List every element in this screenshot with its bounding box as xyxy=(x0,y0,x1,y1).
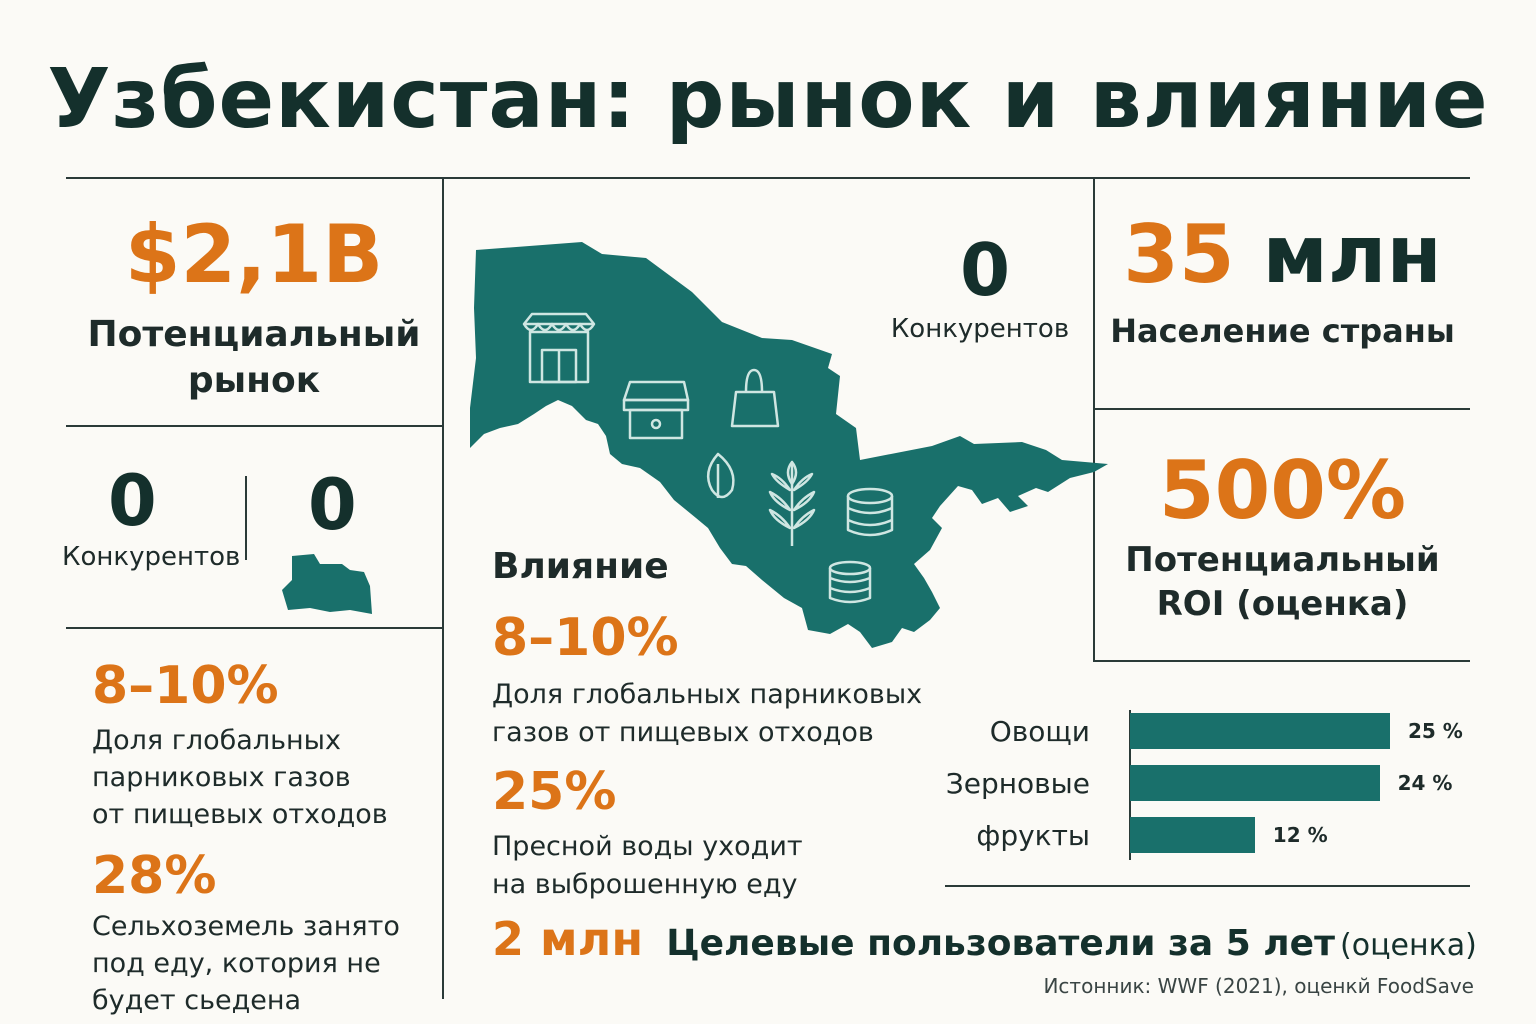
bar-value-label: 25 % xyxy=(1408,719,1463,743)
right-column-divider xyxy=(1093,177,1095,661)
wheat-icon xyxy=(768,460,816,546)
population-value: 35 млн xyxy=(1095,208,1470,301)
left-divider-2 xyxy=(66,627,444,629)
shop-icon xyxy=(622,380,690,440)
target-users-label: Целевые пользователи за 5 лет xyxy=(666,923,1335,964)
store-icon xyxy=(522,312,596,384)
source-note: Истонник: WWF (2021), оценкй FoodSave xyxy=(1043,974,1474,998)
roi-label: Потенциальный ROI (оценка) xyxy=(1095,538,1470,626)
left-stat-2-line1: Сельхоземель занято xyxy=(92,911,400,942)
left-stat-1-line2: парниковых газов xyxy=(92,762,351,793)
competitors-left-value: 0 xyxy=(108,460,157,542)
leaf-icon xyxy=(706,452,735,499)
population-number: 35 xyxy=(1123,208,1235,301)
market-label-line2: рынок xyxy=(187,360,321,401)
market-value: $2,1B xyxy=(124,208,384,301)
bar-1 xyxy=(1130,765,1380,801)
target-users: 2 млн Целевые пользователи за 5 лет (оце… xyxy=(492,912,1477,966)
bar-category-label: Зерновые xyxy=(945,767,1090,800)
bar-2 xyxy=(1130,817,1255,853)
left-stat-2-line2: под еду, котория не xyxy=(92,948,381,979)
competitors-center-label: Конкурентов xyxy=(890,314,1070,344)
competitors-center-value: 0 xyxy=(959,228,1011,312)
bar-0 xyxy=(1130,713,1390,749)
right-divider-2 xyxy=(1093,660,1470,662)
target-users-note: (оценка) xyxy=(1340,928,1477,963)
impact-stat-1-line1: Доля глобальных парниковых xyxy=(492,679,923,710)
bar-category-label: фрукты xyxy=(976,819,1090,852)
left-stat-2-text: Сельхоземель занято под еду, котория не … xyxy=(92,908,400,1019)
left-stat-1-line3: от пищевых отходов xyxy=(92,799,388,830)
right-divider-1 xyxy=(1093,408,1470,410)
left-column-divider xyxy=(442,177,444,999)
impact-stat-2-text: Пресной воды уходит на выброшенную еду xyxy=(492,828,803,904)
bar-value-label: 12 % xyxy=(1272,823,1328,847)
target-users-value: 2 млн xyxy=(492,912,644,966)
left-stat-1-text: Доля глобальных парниковых газов от пище… xyxy=(92,722,388,833)
mini-map-icon xyxy=(282,554,372,614)
impact-heading: Влияние xyxy=(492,546,669,587)
bar-value-label: 24 % xyxy=(1397,771,1453,795)
left-stat-1-line1: Доля глобальных xyxy=(92,725,341,756)
coins-icon xyxy=(846,487,894,537)
impact-stat-1-text: Доля глобальных парниковых газов от пище… xyxy=(492,676,922,752)
left-divider-1 xyxy=(66,425,444,427)
left-stat-2-value: 28% xyxy=(92,846,217,906)
competitors-divider xyxy=(245,476,247,560)
bar-category-label: Овощи xyxy=(989,715,1090,748)
competitors-left-label: Конкурентов xyxy=(62,542,241,572)
uzbekistan-map xyxy=(470,242,1108,648)
impact-stat-1-line2: газов от пищевых отходов xyxy=(492,717,874,748)
market-label-line1: Потенциальный xyxy=(87,314,421,355)
impact-stat-2-line1: Пресной воды уходит xyxy=(492,831,803,862)
population-label: Население страны xyxy=(1110,312,1455,350)
population-unit: млн xyxy=(1262,208,1442,301)
small-zero-value: 0 xyxy=(308,464,357,546)
impact-stat-2-line2: на выброшенную еду xyxy=(492,869,798,900)
page-title: Узбекистан: рынок и влияние xyxy=(47,52,1489,147)
roi-label-line1: Потенциальный xyxy=(1125,540,1440,580)
market-label: Потенциальный рынок xyxy=(66,312,442,404)
left-stat-1-value: 8–10% xyxy=(92,656,279,716)
waste-bar-chart: Овощи 25 % Зерновые 24 % фрукты 12 % xyxy=(900,700,1470,870)
coin-stack-icon xyxy=(828,560,872,604)
roi-label-line2: ROI (оценка) xyxy=(1156,584,1409,624)
impact-stat-2-value: 25% xyxy=(492,762,617,822)
top-divider xyxy=(66,177,1470,179)
bag-icon xyxy=(730,368,780,428)
left-stat-2-line3: будет сьедена xyxy=(92,985,302,1016)
impact-stat-1-value: 8–10% xyxy=(492,608,679,668)
chart-divider xyxy=(945,885,1470,887)
roi-value: 500% xyxy=(1158,444,1407,537)
